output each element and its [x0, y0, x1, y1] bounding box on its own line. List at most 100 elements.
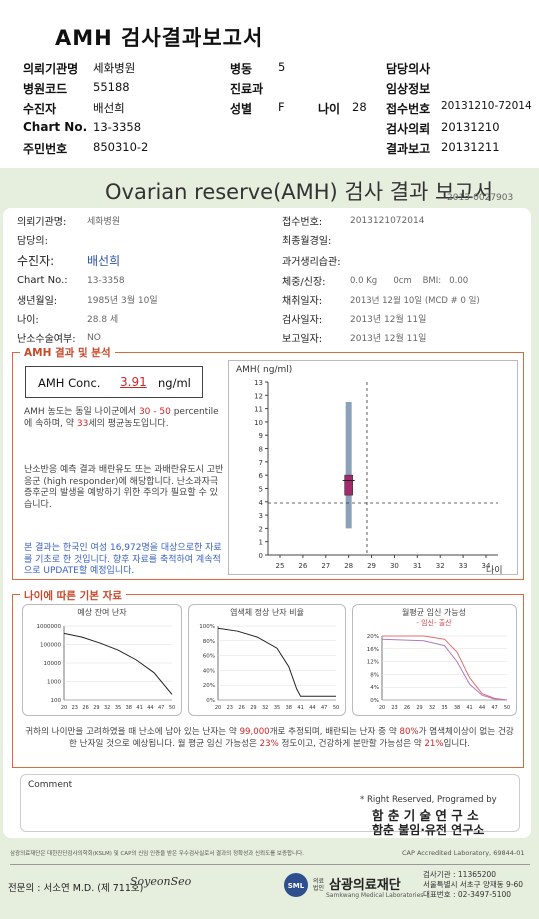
x-tick-label: 31	[413, 562, 422, 570]
x-tick-label: 50	[504, 705, 510, 711]
page-title: AMH 검사결과보고서	[55, 26, 264, 50]
logo-prefix: 의료법인	[313, 878, 325, 892]
whisker-bar	[345, 401, 352, 529]
y-tick-label: 40%	[203, 668, 215, 674]
field-value: 20131210	[441, 120, 500, 134]
field-label: 담당의사	[386, 62, 431, 76]
logo-name: 삼광의료재단	[329, 878, 401, 893]
chart-title: 월평균 임신 가능성	[402, 607, 466, 617]
header-field: 수진자 배선희	[23, 100, 148, 120]
x-tick-label: 47	[491, 705, 497, 711]
y-tick-label: 1000000	[37, 624, 62, 630]
text: 약	[388, 727, 397, 737]
field-label: 진료과	[230, 82, 264, 96]
footer-divider	[10, 864, 530, 865]
x-tick-label: 26	[404, 705, 410, 711]
x-tick-label: 26	[238, 705, 244, 711]
amh-conc-value: 3.91	[120, 375, 147, 389]
info-value: 13-3358	[87, 275, 125, 286]
iqr-box	[344, 474, 353, 496]
y-tick-label: 4	[259, 499, 264, 507]
info-label: 담당의:	[17, 236, 48, 247]
info-label: 생년월일:	[17, 296, 58, 307]
chart-legend: - 임신- 출산	[416, 618, 452, 627]
logo-english: Samkwang Medical Laboratories	[326, 892, 424, 899]
x-tick-label: 29	[250, 705, 256, 711]
amh-conc-box	[25, 366, 203, 398]
x-tick-label: 44	[147, 705, 153, 711]
comment-box	[20, 774, 520, 832]
series-line	[217, 627, 336, 697]
info-row: 과거생리습관:	[282, 249, 527, 271]
x-tick-label: 26	[82, 705, 88, 711]
field-value: 5	[278, 60, 286, 74]
info-value: 2013년 12월 11일	[350, 315, 427, 325]
signature: SoyeonSeo	[130, 875, 192, 888]
footer-note: 삼광의료재단은 대한진단검사의학회(KSLM) 및 CAP의 신임 인증을 받은…	[10, 851, 304, 857]
header-field: 성별 F	[230, 100, 285, 120]
amh-conc-label: AMH Conc.	[38, 376, 101, 390]
contact-line: 서울특별시 서초구 양재동 9-60	[423, 880, 524, 889]
birth-rate: 21%	[424, 739, 444, 749]
y-tick-label: 7	[259, 459, 263, 467]
y-tick-label: 8	[259, 446, 263, 454]
field-label: 결과보고	[386, 142, 431, 156]
y-tick-label: 100000	[40, 643, 61, 649]
info-row: 의뢰기관명: 세화병원	[17, 211, 277, 230]
field-value: 배선희	[93, 101, 125, 115]
amh-data-note: 본 결과는 한국인 여성 16,972명을 대상으로한 자료를 기초로 한 것입…	[24, 543, 222, 576]
info-row: 담당의:	[17, 230, 277, 249]
info-label: 수진자:	[17, 253, 55, 268]
info-row: 체중/신장: 0.0 Kg 0cm BMI: 0.00	[282, 271, 527, 290]
y-tick-label: 9	[259, 432, 263, 440]
x-tick-label: 33	[459, 562, 468, 570]
age-section	[12, 594, 524, 768]
info-label: 난소수술여부:	[17, 334, 76, 345]
x-tick-label: 23	[391, 705, 397, 711]
field-value: 13-3358	[93, 120, 142, 134]
x-tick-label: 35	[274, 705, 280, 711]
field-value: 55188	[93, 80, 130, 94]
y-tick-label: 0%	[206, 698, 215, 704]
contact-line: 대표번호 : 02-3497-5100	[423, 890, 512, 899]
chart-title: 염색체 정상 난자 비율	[230, 607, 304, 617]
contact-line: 검사기관 : 11365200	[423, 870, 497, 879]
info-label: 검사일자:	[282, 315, 323, 326]
info-value: 0.0 Kg 0cm BMI: 0.00	[350, 275, 469, 286]
info-value: 2013년 12월 10일 (MCD # 0 일)	[350, 295, 480, 306]
amh-section-title: AMH 결과 및 분석	[20, 345, 115, 360]
info-value: 세화병원	[87, 217, 121, 227]
x-tick-label: 41	[466, 705, 472, 711]
y-tick-label: 100	[51, 698, 62, 704]
x-tick-label: 29	[416, 705, 422, 711]
header-mid-fields: 병동 5 진료과 성별 F	[230, 60, 285, 120]
x-tick-label: 50	[169, 705, 175, 711]
x-tick-label: 44	[479, 705, 485, 711]
header-field: 담당의사	[386, 60, 532, 80]
x-tick-label: 27	[321, 562, 330, 570]
egg-count: 99,000	[239, 727, 270, 737]
y-tick-label: 4%	[370, 685, 379, 691]
info-row: 난소수술여부: NO	[17, 328, 277, 347]
normal-eggs-panel	[188, 604, 346, 716]
amh-conc-unit: ng/ml	[158, 376, 191, 390]
field-value: F	[278, 100, 285, 114]
info-value: 2013121072014	[350, 215, 425, 226]
field-label: 의뢰기관명	[23, 62, 79, 76]
y-tick-label: 1000	[47, 680, 61, 686]
amh-section	[12, 352, 524, 580]
field-label: 임상정보	[386, 82, 431, 96]
info-row: 수진자: 배선희	[17, 249, 277, 271]
x-tick-label: 35	[441, 705, 447, 711]
equivalent-age: 33	[76, 418, 89, 429]
series-line	[381, 638, 508, 701]
patient-info-right: 접수번호: 2013121072014 최종월경일: 과거생리습관: 체중/신장:…	[282, 211, 527, 347]
age-summary-text: 귀하의 나이만을 고려하였을 때 난소에 남아 있는 난자는 약 99,000개…	[22, 726, 517, 750]
info-value: 28.8 세	[87, 315, 119, 325]
y-tick-label: 60%	[203, 654, 215, 660]
rights-text: * Right Reserved, Programed by	[360, 795, 497, 805]
x-tick-label: 32	[262, 705, 268, 711]
info-row: 나이: 28.8 세	[17, 309, 277, 328]
info-row: 최종월경일:	[282, 230, 527, 249]
header-field: 병원코드 55188	[23, 80, 148, 100]
